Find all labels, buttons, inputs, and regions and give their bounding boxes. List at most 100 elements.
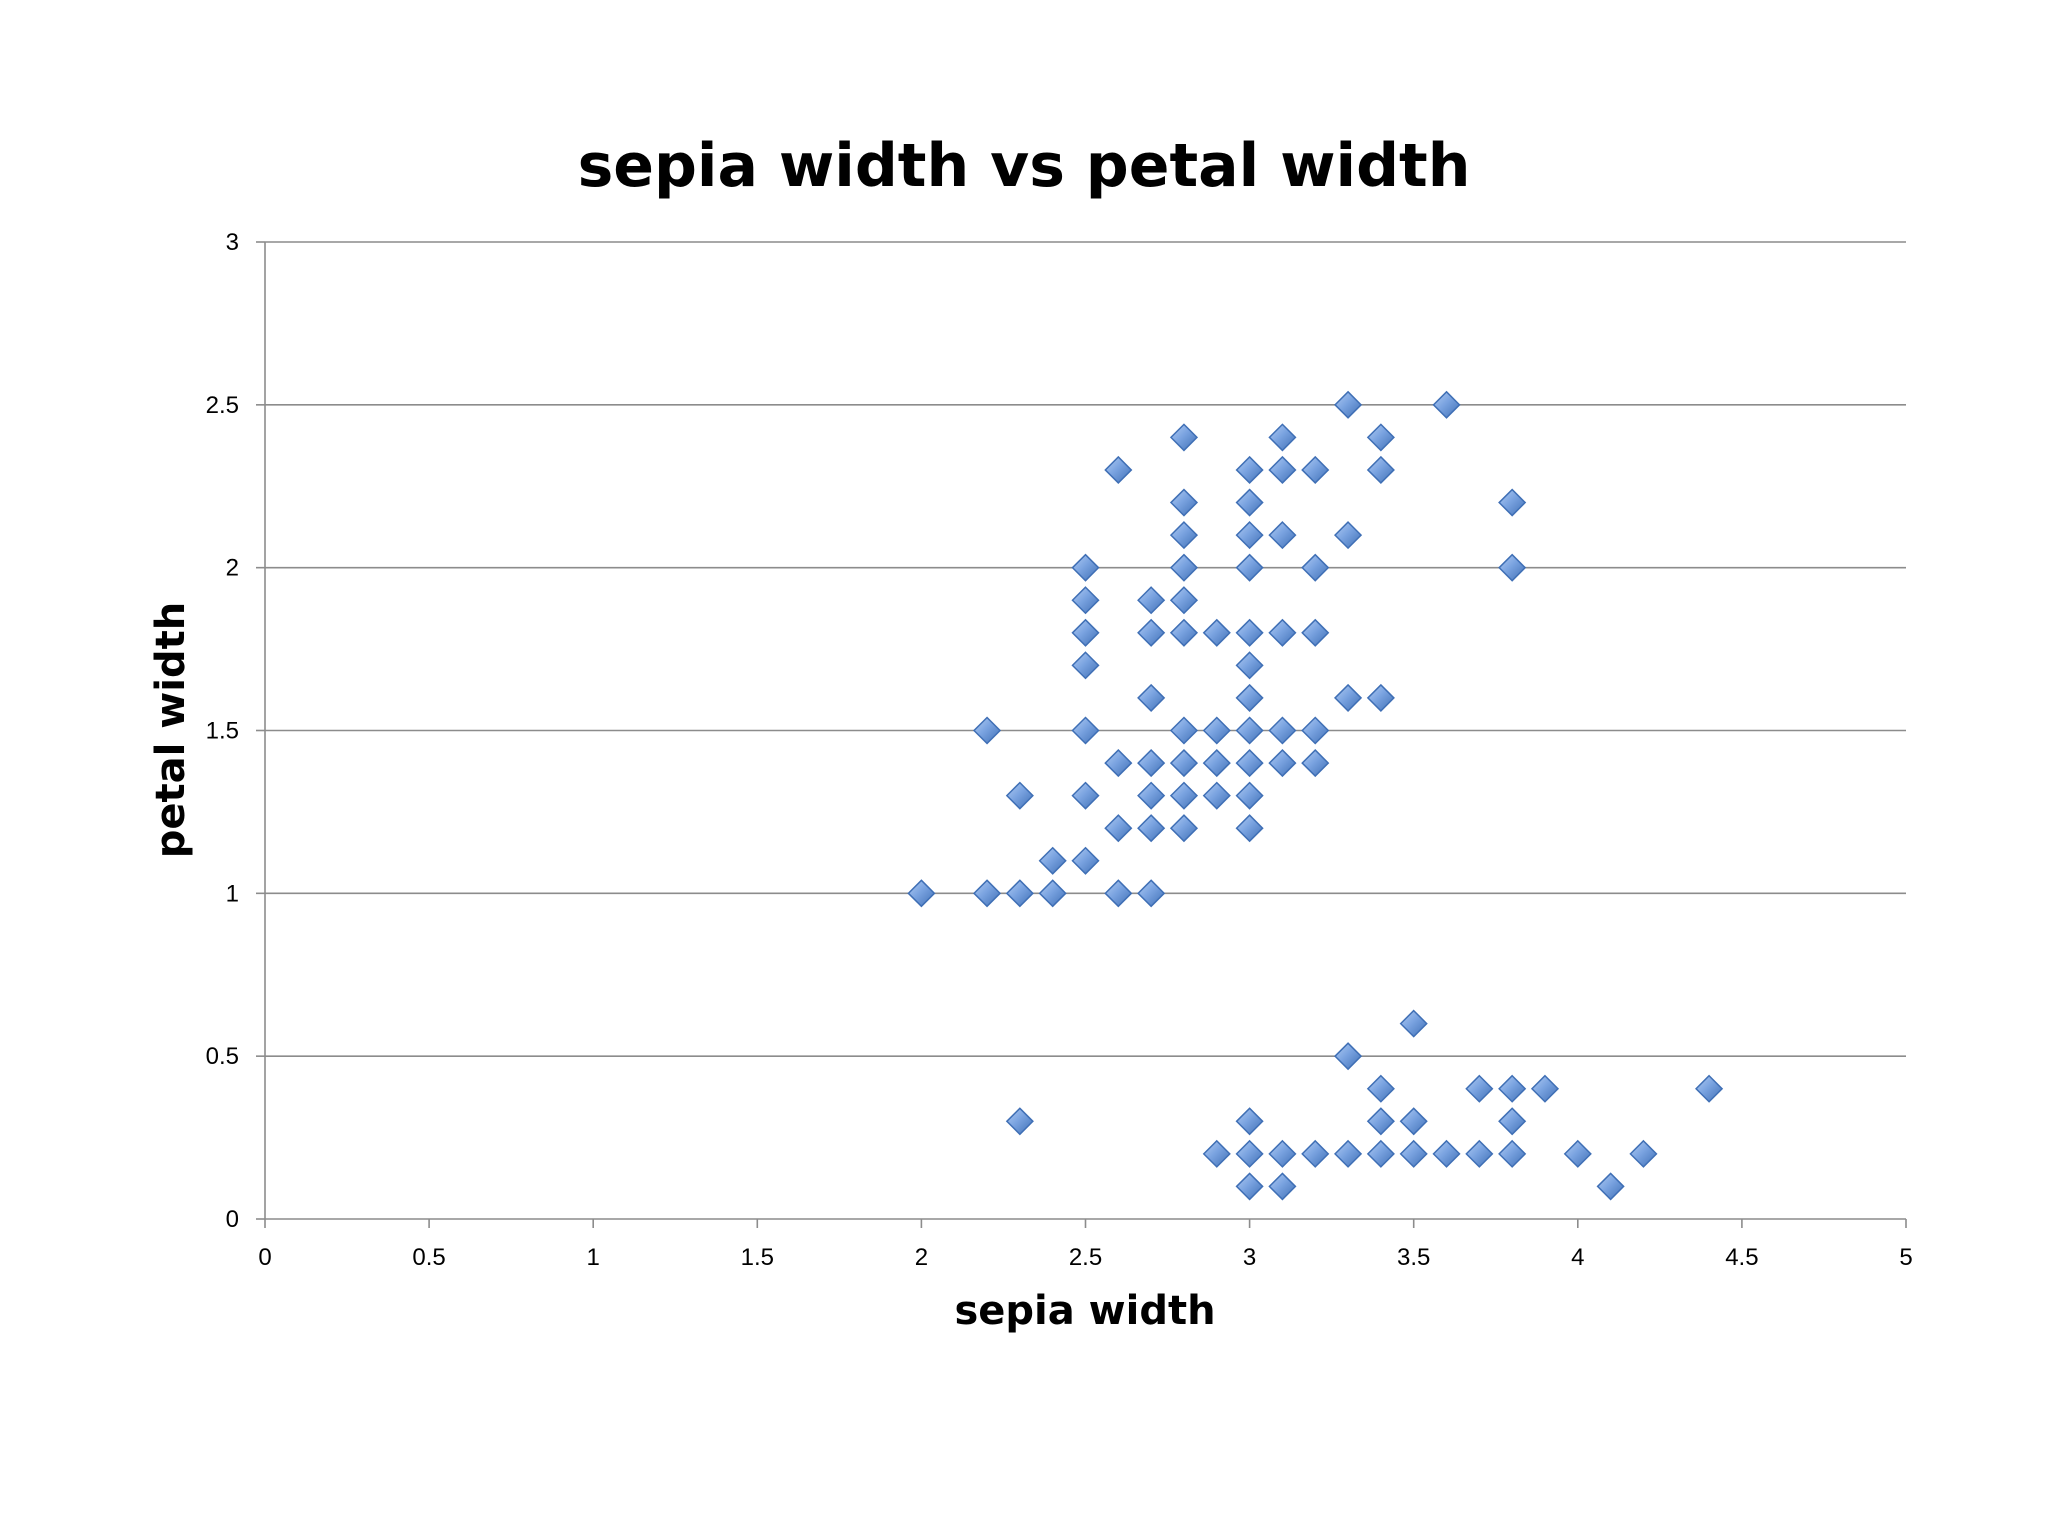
data-point (1038, 846, 1067, 875)
data-point (1202, 618, 1231, 647)
data-point (1202, 749, 1231, 778)
data-point (1399, 1107, 1428, 1136)
data-point (1137, 618, 1166, 647)
y-tick-label: 0 (226, 1206, 239, 1233)
data-point (1235, 488, 1264, 517)
data-point (1235, 814, 1264, 843)
x-tick-label: 2.5 (1069, 1244, 1102, 1271)
data-point (1137, 814, 1166, 843)
data-point (1137, 749, 1166, 778)
data-point (1301, 618, 1330, 647)
data-point (1137, 879, 1166, 908)
data-point (1235, 1139, 1264, 1168)
data-point (1366, 1139, 1395, 1168)
data-point (1268, 423, 1297, 452)
data-point (1301, 716, 1330, 745)
data-point (1498, 1074, 1527, 1103)
data-point (1268, 618, 1297, 647)
data-point (1169, 586, 1199, 615)
y-tick-label: 2 (226, 555, 239, 582)
data-point (1169, 488, 1199, 517)
data-point (1169, 553, 1199, 582)
data-point (1268, 521, 1297, 550)
data-point (1366, 1107, 1395, 1136)
data-point (1071, 781, 1100, 810)
axes (256, 241, 1907, 1228)
data-point (1005, 879, 1034, 908)
data-point (1071, 651, 1100, 680)
data-point (1268, 1172, 1297, 1201)
data-point (1301, 455, 1330, 485)
y-tick-label: 1.5 (206, 718, 239, 745)
data-point (1071, 846, 1100, 875)
data-point (1399, 1139, 1428, 1168)
data-point (1498, 1139, 1527, 1168)
data-point (1465, 1139, 1494, 1168)
data-point (1169, 716, 1199, 745)
data-point (1137, 586, 1166, 615)
data-point (972, 716, 1002, 745)
data-point (1104, 455, 1133, 485)
data-point (1366, 1074, 1395, 1103)
data-point (1366, 683, 1395, 712)
data-point (1169, 781, 1199, 810)
data-point (1235, 1172, 1264, 1201)
x-tick-label: 5 (1899, 1244, 1912, 1271)
data-point (1366, 423, 1395, 452)
data-point (1530, 1074, 1560, 1103)
data-point (1301, 1139, 1330, 1168)
data-point (1169, 521, 1199, 550)
data-point (1268, 455, 1297, 485)
y-axis-tick-labels: 0 0.5 1 1.5 2 2.5 3 (206, 229, 239, 1233)
data-point (907, 879, 936, 908)
gridlines (265, 241, 1906, 1057)
data-point (1465, 1074, 1494, 1103)
data-point (1169, 618, 1199, 647)
data-point (1137, 781, 1166, 810)
chart-title: sepia width vs petal width (578, 131, 1471, 201)
data-point (1235, 716, 1264, 745)
data-point (1202, 1139, 1231, 1168)
data-point (1301, 553, 1330, 582)
data-point (1333, 390, 1363, 419)
data-point (1038, 879, 1067, 908)
x-tick-label: 1 (587, 1244, 600, 1271)
data-point (1333, 1042, 1363, 1071)
data-point (1399, 1009, 1428, 1038)
data-point (1169, 749, 1199, 778)
x-tick-label: 2 (915, 1244, 928, 1271)
data-point (1563, 1139, 1592, 1168)
data-point (1235, 521, 1264, 550)
data-point (1235, 683, 1264, 712)
data-point (1235, 553, 1264, 582)
data-points (907, 390, 1724, 1201)
data-point (1202, 781, 1231, 810)
x-tick-label: 3.5 (1397, 1244, 1430, 1271)
y-tick-label: 1 (226, 880, 239, 907)
x-tick-label: 3 (1243, 1244, 1256, 1271)
data-point (1268, 716, 1297, 745)
x-tick-label: 0.5 (412, 1244, 445, 1271)
data-point (1235, 651, 1264, 680)
data-point (1071, 586, 1100, 615)
y-axis-title: petal width (148, 602, 194, 858)
data-point (1432, 1139, 1461, 1168)
data-point (1071, 553, 1100, 582)
data-point (1005, 781, 1034, 810)
data-point (1629, 1139, 1658, 1168)
data-point (1137, 683, 1166, 712)
data-point (1104, 879, 1133, 908)
data-point (1498, 1107, 1527, 1136)
data-point (1498, 488, 1527, 517)
data-point (1005, 1107, 1034, 1136)
data-point (1695, 1074, 1724, 1103)
data-point (1104, 814, 1133, 843)
data-point (1169, 423, 1199, 452)
y-tick-label: 3 (226, 229, 239, 256)
data-point (1104, 749, 1133, 778)
x-tick-label: 1.5 (741, 1244, 774, 1271)
data-point (1071, 716, 1100, 745)
data-point (1268, 1139, 1297, 1168)
x-axis-tick-labels: 0 0.5 1 1.5 2 2.5 3 3.5 4 4.5 5 (258, 1244, 1912, 1271)
